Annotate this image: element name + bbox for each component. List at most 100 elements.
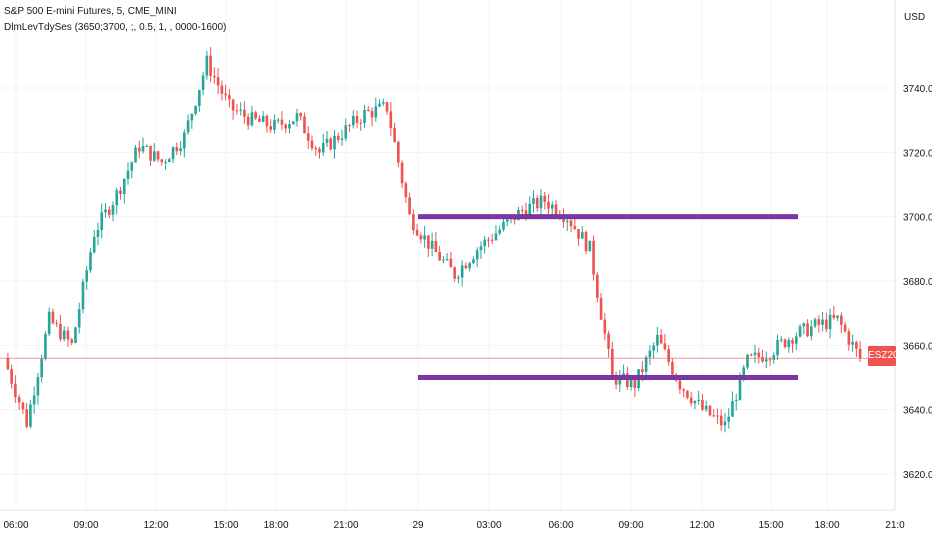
candle-body <box>423 235 426 240</box>
candle-body <box>716 415 719 417</box>
candle-body <box>374 106 378 118</box>
candle-body <box>427 235 430 249</box>
candle-body <box>351 115 355 126</box>
candle-body <box>596 274 599 298</box>
candle-body <box>156 151 160 160</box>
candle-body <box>168 159 171 163</box>
candle-body <box>70 339 74 343</box>
candle-body <box>599 297 603 320</box>
candle-body <box>89 252 92 271</box>
candle-body <box>851 341 854 345</box>
candle-body <box>408 197 411 215</box>
candle-body <box>25 409 28 427</box>
candle-body <box>228 95 231 100</box>
candle-body <box>273 120 276 130</box>
candle-body <box>547 201 550 209</box>
candle-body <box>107 209 111 215</box>
candle-body <box>464 265 468 269</box>
candle-body <box>798 326 802 337</box>
candle-body <box>746 354 749 368</box>
candle-body <box>250 112 254 126</box>
candle-body <box>535 197 539 209</box>
y-tick-label: 3720.00 <box>903 148 932 159</box>
candle-body <box>562 217 565 222</box>
candle-body <box>74 327 77 343</box>
candle-body <box>434 240 438 252</box>
y-tick-label: 3640.00 <box>903 406 932 417</box>
candle-body <box>280 119 284 125</box>
candle-body <box>686 390 689 398</box>
x-tick-label: 15:00 <box>758 520 783 531</box>
candle-body <box>363 109 366 123</box>
x-tick-label: 29 <box>412 520 424 531</box>
candle-body <box>134 147 137 163</box>
candle-body <box>813 319 817 327</box>
candle-body <box>419 235 423 240</box>
x-tick-label: 21:0 <box>885 520 905 531</box>
candle-body <box>580 232 584 239</box>
candle-body <box>682 389 685 391</box>
candle-body <box>806 323 809 337</box>
candle-body <box>194 105 197 114</box>
candle-body <box>288 124 291 129</box>
candle-body <box>693 400 697 404</box>
candle-body <box>708 405 712 416</box>
candle-body <box>149 145 152 161</box>
candle-body <box>62 330 66 340</box>
candle-body <box>817 319 821 325</box>
candle-body <box>569 220 573 227</box>
candle-body <box>385 102 389 112</box>
candle-body <box>325 138 329 143</box>
candle-body <box>836 315 839 318</box>
candle-body <box>306 133 310 141</box>
candle-body <box>648 350 652 358</box>
candle-body <box>727 416 731 422</box>
candle-body <box>840 315 843 325</box>
candle-body <box>603 319 607 334</box>
candle-body <box>333 135 336 150</box>
y-tick-label: 3620.00 <box>903 470 932 481</box>
candle-body <box>40 358 43 378</box>
candle-body <box>753 352 757 355</box>
candle-body <box>626 373 629 388</box>
candle-body <box>29 404 32 427</box>
candle-body <box>152 151 156 161</box>
candle-body <box>858 348 862 359</box>
candle-body <box>611 348 614 375</box>
candle-body <box>366 109 370 111</box>
candle-body <box>532 197 535 204</box>
candle-body <box>701 399 704 410</box>
candle-body <box>802 323 806 327</box>
candle-body <box>656 334 659 346</box>
candle-body <box>291 121 295 125</box>
candle-body <box>126 170 130 180</box>
candle-body <box>59 323 62 340</box>
candle-body <box>738 375 742 401</box>
x-tick-label: 09:00 <box>73 520 98 531</box>
price-badge: ESZ2022 <box>868 346 910 366</box>
candle-body <box>36 377 40 396</box>
candle-body <box>216 77 220 86</box>
candle-body <box>689 397 693 404</box>
candle-body <box>776 339 779 356</box>
candle-body <box>137 147 141 152</box>
candle-body <box>321 142 325 153</box>
candle-body <box>235 110 239 112</box>
candle-body <box>160 159 164 163</box>
candle-body <box>183 132 186 149</box>
candle-body <box>17 397 21 403</box>
candle-body <box>847 331 851 345</box>
x-tick-label: 18:00 <box>814 520 839 531</box>
candle-body <box>825 319 828 330</box>
candle-body <box>6 358 10 370</box>
candle-body <box>51 311 55 324</box>
candle-body <box>588 240 592 252</box>
candle-body <box>678 380 682 390</box>
candle-body <box>592 240 595 275</box>
candle-body <box>115 190 119 206</box>
candle-body <box>55 323 58 325</box>
candle-body <box>487 239 490 241</box>
candle-body <box>171 147 175 160</box>
candle-body <box>828 314 832 330</box>
